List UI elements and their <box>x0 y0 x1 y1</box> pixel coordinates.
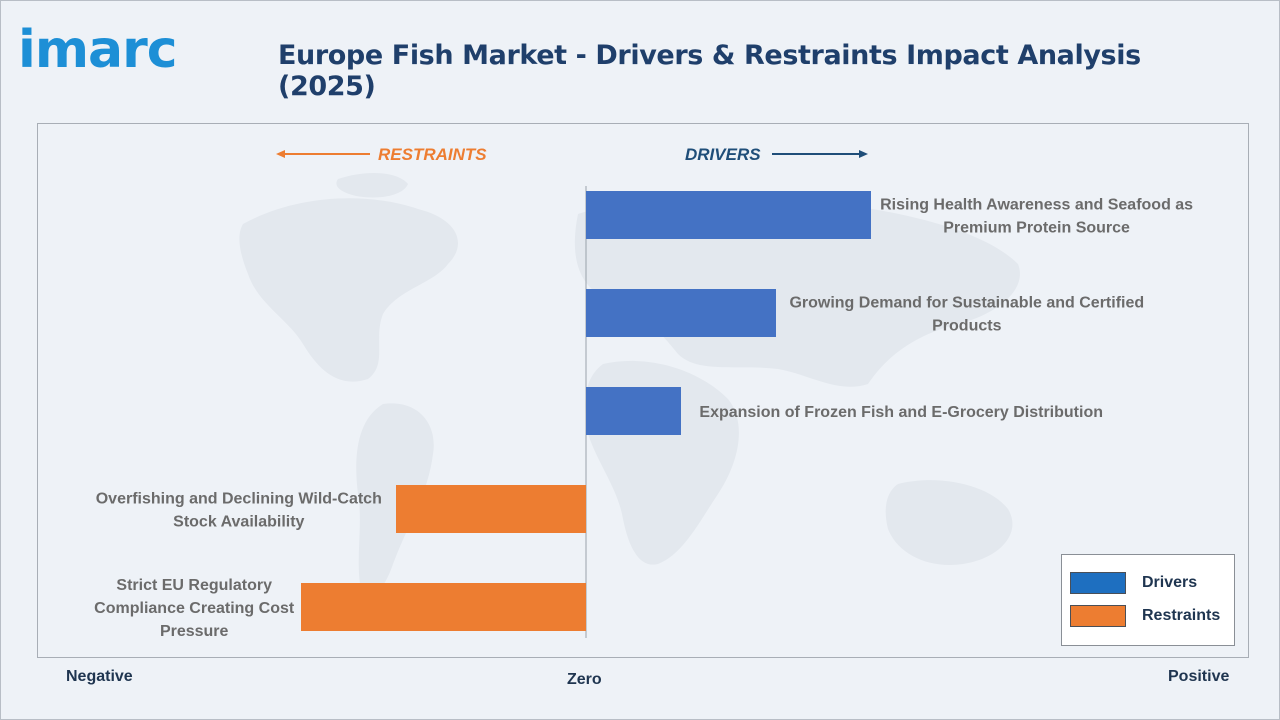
restraints-arrow-icon <box>276 150 285 158</box>
imarc-logo: imarc <box>18 20 200 80</box>
bar-drivers-0 <box>586 191 871 239</box>
bar-drivers-2 <box>586 387 681 435</box>
axis-positive-label: Positive <box>1168 668 1230 685</box>
bar-label-3: Overfishing and Declining Wild-Catch Stoc… <box>96 491 382 531</box>
axis-zero-label: Zero <box>567 671 602 688</box>
axis-negative-label: Negative <box>66 668 133 685</box>
bar-label-4: Strict EU Regulatory Compliance Creating … <box>94 577 295 640</box>
chart-legend: Drivers Restraints <box>1061 554 1235 646</box>
legend-swatch-restraints <box>1070 605 1126 627</box>
restraints-heading: RESTRAINTS <box>378 145 487 164</box>
logo-text: imarc <box>18 20 178 80</box>
drivers-heading: DRIVERS <box>685 145 761 164</box>
bar-restraints-3 <box>396 485 586 533</box>
drivers-arrow-icon <box>859 150 868 158</box>
legend-item-drivers: Drivers <box>1070 572 1230 596</box>
bar-label-1: Growing Demand for Sustainable and Certi… <box>789 295 1144 335</box>
legend-label-restraints: Restraints <box>1142 607 1221 624</box>
legend-swatch-drivers <box>1070 572 1126 594</box>
bar-drivers-1 <box>586 289 776 337</box>
legend-item-restraints: Restraints <box>1070 605 1230 629</box>
bar-label-2: Expansion of Frozen Fish and E-Grocery D… <box>699 404 1103 421</box>
chart-svg: RESTRAINTS DRIVERS Rising Health Awareness… <box>94 145 1193 640</box>
bar-restraints-4 <box>301 583 586 631</box>
bar-label-0: Rising Health Awareness and Seafood as Pr… <box>880 197 1193 237</box>
chart-panel: RESTRAINTS DRIVERS Rising Health Awareness… <box>37 123 1249 658</box>
chart-title: Europe Fish Market - Drivers & Restraint… <box>278 40 1141 102</box>
legend-label-drivers: Drivers <box>1142 574 1198 591</box>
